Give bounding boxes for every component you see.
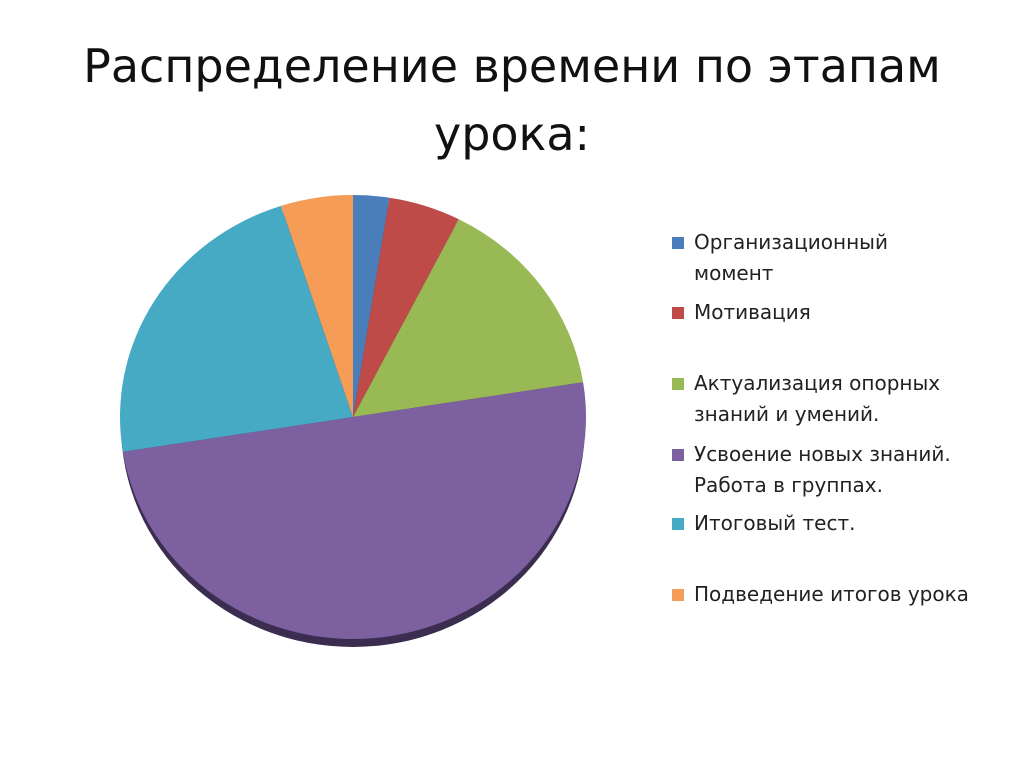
pie-slice: [122, 382, 586, 639]
chart-title: Распределение времени по этапам урока:: [83, 39, 941, 161]
legend-label: Актуализация опорных знаний и умений.: [694, 371, 941, 426]
legend-swatch: [672, 589, 684, 601]
legend-swatch: [672, 518, 684, 530]
legend-swatch: [672, 449, 684, 461]
legend-label: Итоговый тест.: [694, 511, 856, 535]
legend-swatch: [672, 307, 684, 319]
legend-swatch: [672, 237, 684, 249]
legend-entry: Итоговый тест.: [672, 508, 972, 539]
legend-entry: Усвоение новых знаний. Работа в группах.: [672, 439, 972, 501]
legend-entry: Организационный момент: [672, 227, 972, 289]
legend-entry: Подведение итогов урока: [672, 579, 972, 610]
pie-slice: [353, 219, 584, 417]
legend-label: Мотивация: [694, 300, 811, 324]
legend-label: Организационный момент: [694, 230, 888, 285]
pie-slice: [353, 197, 459, 417]
legend-swatch: [672, 378, 684, 390]
pie-slice: [119, 205, 353, 452]
legend-label: Усвоение новых знаний. Работа в группах.: [694, 442, 951, 497]
legend-entry: Актуализация опорных знаний и умений.: [672, 368, 972, 430]
pie-slice: [353, 195, 390, 417]
legend-entry: Мотивация: [672, 297, 972, 328]
pie-slice: [280, 195, 353, 417]
legend-label: Подведение итогов урока: [694, 582, 969, 606]
